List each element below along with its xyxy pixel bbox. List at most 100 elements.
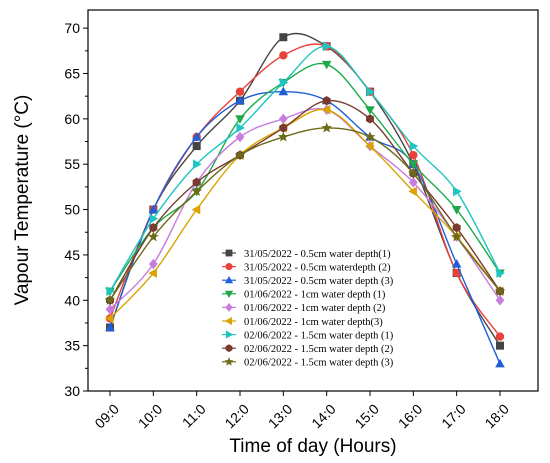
data-point <box>235 131 245 143</box>
data-point <box>409 141 419 151</box>
legend-item: 02/06/2022 - 1.5cm water depth (1) <box>222 330 394 341</box>
legend: 31/05/2022 - 0.5cm water depth(1) 31/05/2… <box>222 249 394 369</box>
series-layer <box>104 32 506 368</box>
data-point <box>279 77 289 88</box>
series-4 <box>105 60 505 297</box>
x-axis: 09:0 10:0 11:0 12:0 13:0 14:0 15:0 16:0 17:0 18:0 <box>91 391 512 431</box>
data-point <box>279 33 288 42</box>
legend-label: 02/06/2022 - 1.5cm water depth (2) <box>244 344 394 355</box>
x-axis-label: Time of day (Hours) <box>229 436 396 457</box>
data-point <box>106 286 115 297</box>
y-tick-label: 50 <box>64 202 80 218</box>
legend-item: 02/06/2022 - 1.5cm water depth (3) <box>222 357 394 369</box>
data-point <box>365 106 375 115</box>
data-point <box>495 332 505 341</box>
data-point <box>408 160 419 170</box>
x-tick-label: 18:0 <box>481 401 512 432</box>
data-point <box>279 123 288 133</box>
data-point <box>104 294 116 305</box>
legend-marker <box>224 275 234 284</box>
data-point <box>149 223 158 233</box>
data-point <box>149 213 159 224</box>
legend-marker <box>225 302 233 312</box>
series-1 <box>106 32 504 350</box>
x-tick-label: 09:0 <box>91 401 122 432</box>
data-point <box>364 131 376 142</box>
y-tick-label: 70 <box>64 20 80 36</box>
data-point <box>235 95 245 105</box>
legend-marker <box>225 249 233 257</box>
data-point <box>452 223 461 233</box>
legend-marker <box>224 290 234 299</box>
data-point <box>409 150 418 160</box>
data-point <box>193 159 202 170</box>
data-point <box>451 205 462 215</box>
data-point <box>148 258 158 270</box>
legend-label: 31/05/2022 - 0.5cm waterdepth (2) <box>244 262 391 273</box>
x-tick-label: 13:0 <box>265 401 296 432</box>
data-point <box>452 268 461 278</box>
legend-marker <box>224 357 234 366</box>
data-point <box>192 142 201 151</box>
legend-item: 31/05/2022 - 0.5cm water depth(1) <box>222 249 391 260</box>
series-line <box>109 90 501 365</box>
x-tick-label: 17:0 <box>438 401 469 432</box>
data-point <box>105 322 115 332</box>
data-point <box>148 231 159 242</box>
data-point <box>105 313 114 324</box>
legend-marker <box>224 316 233 326</box>
data-point <box>408 177 418 188</box>
y-axis: 30 35 40 45 50 55 60 65 70 <box>64 20 88 399</box>
y-axis-label: Vapour Temperature (°C) <box>12 95 33 306</box>
y-tick-label: 65 <box>64 66 80 82</box>
data-point <box>323 41 332 52</box>
data-point <box>148 204 159 214</box>
data-point <box>408 186 417 197</box>
series-line <box>109 62 501 292</box>
data-point <box>494 285 506 296</box>
series-9 <box>104 122 506 305</box>
x-tick-label: 12:0 <box>221 401 252 432</box>
x-tick-label: 10:0 <box>135 401 166 432</box>
legend-item: 01/06/2022 - 1cm water depth (1) <box>222 290 386 301</box>
legend-label: 02/06/2022 - 1.5cm water depth (3) <box>244 358 394 369</box>
data-point <box>278 131 289 142</box>
data-point <box>322 96 331 106</box>
data-point <box>278 113 288 125</box>
data-point <box>321 104 331 115</box>
series-3 <box>105 86 505 368</box>
data-point <box>279 51 288 60</box>
data-point <box>451 231 462 242</box>
legend-item: 01/06/2022 - 1cm water depth (2) <box>222 302 386 314</box>
data-point <box>236 123 245 133</box>
series-line <box>109 127 501 301</box>
data-point <box>321 60 332 70</box>
data-point <box>148 268 157 278</box>
data-point <box>495 295 505 306</box>
y-tick-label: 30 <box>64 383 80 399</box>
series-line <box>109 45 501 292</box>
legend-label: 02/06/2022 - 1.5cm water depth (1) <box>244 330 394 341</box>
data-point <box>321 122 332 133</box>
data-point <box>235 115 245 124</box>
data-point <box>451 259 462 268</box>
y-tick-label: 45 <box>64 247 80 263</box>
legend-item: 31/05/2022 - 0.5cm waterdepth (2) <box>222 262 391 273</box>
series-line <box>109 99 501 301</box>
data-point <box>235 87 245 96</box>
data-point <box>366 114 374 124</box>
legend-marker <box>225 344 233 353</box>
data-point <box>192 177 201 187</box>
data-point <box>191 132 202 141</box>
legend-label: 31/05/2022 - 0.5cm water depth (3) <box>244 276 394 287</box>
data-point <box>105 304 115 315</box>
x-tick-label: 16:0 <box>395 401 426 432</box>
x-tick-label: 14:0 <box>308 401 339 432</box>
y-tick-label: 60 <box>64 111 80 127</box>
data-point <box>191 185 202 196</box>
y-tick-label: 35 <box>64 338 80 354</box>
data-point <box>495 358 505 368</box>
x-tick-label: 11:0 <box>179 401 209 431</box>
data-point <box>453 186 462 197</box>
